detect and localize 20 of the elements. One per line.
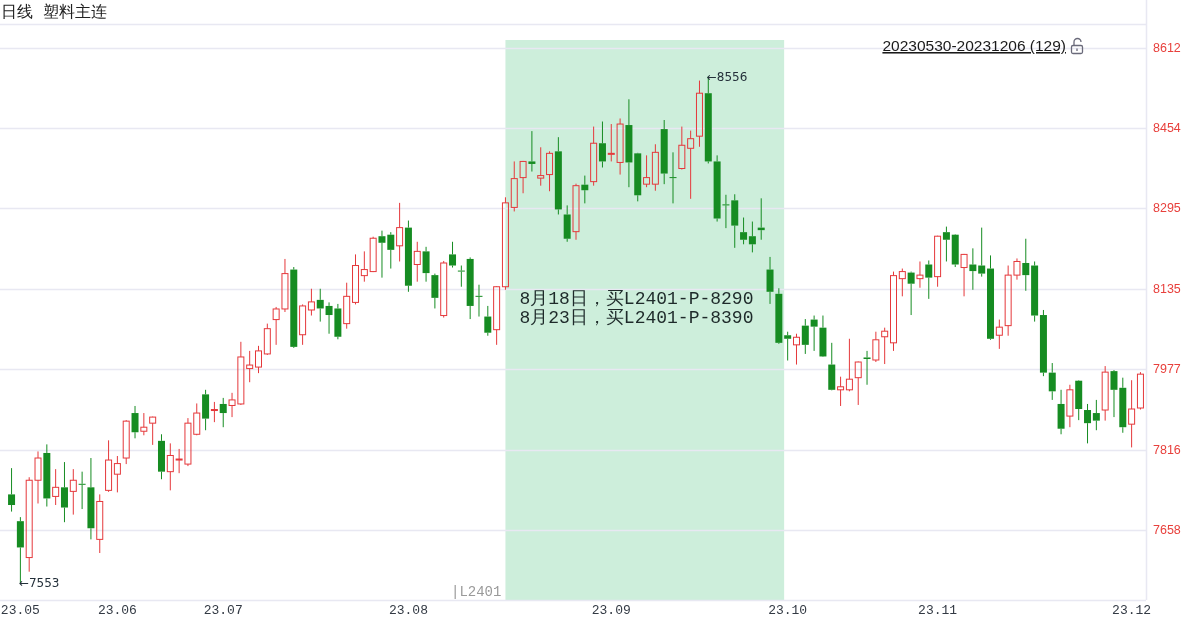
low-label: ←7553 bbox=[18, 576, 60, 591]
x-tick-label: 23.08 bbox=[388, 603, 428, 617]
y-tick-label: 8295 bbox=[1153, 201, 1181, 216]
y-tick-label: 8454 bbox=[1153, 121, 1181, 136]
x-tick-label: 23.07 bbox=[203, 603, 243, 617]
x-tick-label: 23.09 bbox=[591, 603, 631, 617]
x-tick-label: 23.11 bbox=[918, 603, 958, 617]
high-label: ←8556 bbox=[706, 69, 748, 84]
title: 日线 塑料主连 bbox=[1, 2, 108, 21]
y-tick-label: 8135 bbox=[1153, 282, 1181, 297]
range-note: 20230530-20231206 (129) bbox=[882, 37, 1066, 54]
y-tick-label: 7658 bbox=[1153, 523, 1181, 538]
x-tick-label: 23.05 bbox=[0, 603, 40, 617]
span-label: |L2401 bbox=[451, 584, 502, 600]
x-tick-label: 23.06 bbox=[97, 603, 137, 617]
y-tick-label: 7816 bbox=[1153, 443, 1181, 458]
x-tick-label: 23.10 bbox=[768, 603, 808, 617]
y-tick-label: 8612 bbox=[1153, 41, 1181, 56]
y-tick-label: 7977 bbox=[1153, 362, 1181, 377]
x-tick-label: 23.12 bbox=[1112, 603, 1152, 617]
